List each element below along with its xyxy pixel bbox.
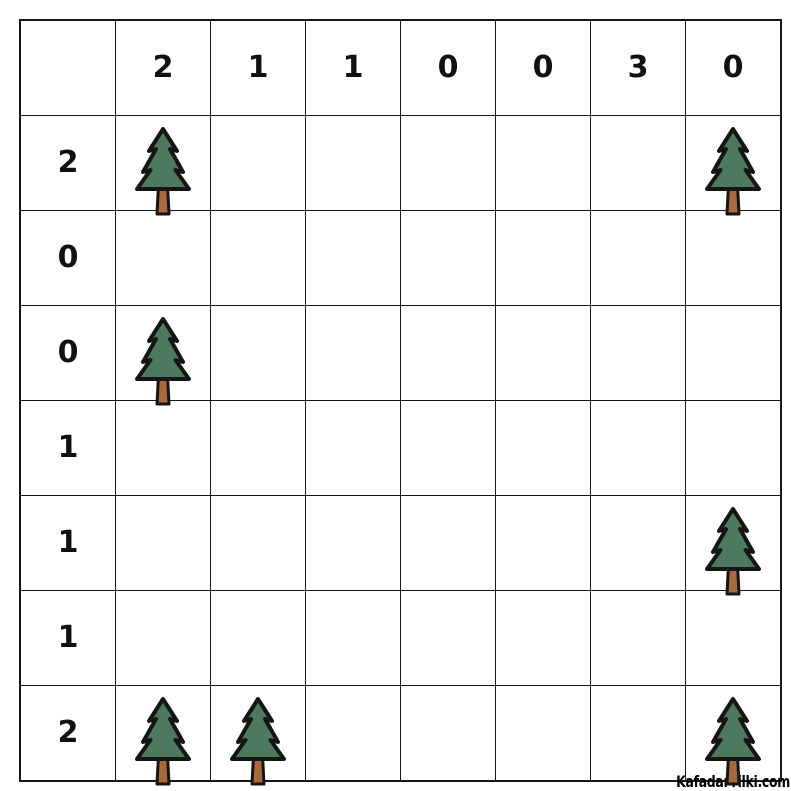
grid-cell-r5-c1[interactable] (115, 495, 211, 591)
col-clue-4: 0 (400, 19, 496, 116)
pine-tree-icon (230, 697, 286, 786)
row-clue-2: 0 (19, 210, 116, 306)
grid-cell-r6-c1[interactable] (115, 590, 211, 686)
pine-tree-icon (705, 127, 761, 216)
grid-cell-r4-c2[interactable] (210, 400, 306, 496)
col-clue-7: 0 (685, 19, 782, 116)
grid-cell-r6-c3[interactable] (305, 590, 401, 686)
grid-cell-r3-c7[interactable] (685, 305, 782, 401)
grid-cell-r6-c6[interactable] (590, 590, 686, 686)
grid-cell-r7-c1 (115, 685, 211, 786)
grid-cell-r6-c4[interactable] (400, 590, 496, 686)
grid-cell-r4-c4[interactable] (400, 400, 496, 496)
grid-cell-r3-c4[interactable] (400, 305, 496, 401)
grid-cell-r6-c2[interactable] (210, 590, 306, 686)
grid-cell-r5-c4[interactable] (400, 495, 496, 591)
grid-cell-r4-c5[interactable] (495, 400, 591, 496)
grid-cell-r1-c7 (685, 115, 782, 216)
grid-cell-r5-c2[interactable] (210, 495, 306, 591)
tree-canopy (705, 697, 761, 761)
row-clue-5: 1 (19, 495, 116, 591)
row-clue-4: 1 (19, 400, 116, 496)
grid-cell-r4-c7[interactable] (685, 400, 782, 496)
row-clue-6: 1 (19, 590, 116, 686)
grid-cell-r7-c2 (210, 685, 306, 786)
pine-tree-icon (135, 697, 191, 786)
row-clue-7: 2 (19, 685, 116, 782)
grid-cell-r3-c3[interactable] (305, 305, 401, 401)
grid-cell-r1-c4[interactable] (400, 115, 496, 211)
tree-canopy (135, 317, 191, 381)
grid-cell-r5-c5[interactable] (495, 495, 591, 591)
grid-cell-r5-c6[interactable] (590, 495, 686, 591)
grid-cell-r4-c6[interactable] (590, 400, 686, 496)
grid-cell-r3-c1 (115, 305, 211, 406)
grid-row-7: 2 (19, 685, 782, 786)
grid-cell-r4-c1[interactable] (115, 400, 211, 496)
grid-cell-r6-c5[interactable] (495, 590, 591, 686)
grid-row-6: 1 (19, 590, 782, 686)
tree-canopy (135, 127, 191, 191)
grid-row-4: 1 (19, 400, 782, 496)
tree-trunk (250, 753, 266, 786)
grid-row-1: 2 (19, 115, 782, 216)
grid-cell-r1-c3[interactable] (305, 115, 401, 211)
col-clue-5: 0 (495, 19, 591, 116)
grid-cell-r7-c4[interactable] (400, 685, 496, 782)
grid-cell-r7-c3[interactable] (305, 685, 401, 782)
grid-cell-r1-c2[interactable] (210, 115, 306, 211)
grid-cell-r2-c4[interactable] (400, 210, 496, 306)
grid-cell-r6-c7[interactable] (685, 590, 782, 686)
grid-cell-r1-c6[interactable] (590, 115, 686, 211)
grid-row-5: 1 (19, 495, 782, 596)
grid-cell-r3-c2[interactable] (210, 305, 306, 401)
tree-canopy (230, 697, 286, 761)
grid-cell-r7-c5[interactable] (495, 685, 591, 782)
grid-cell-r4-c3[interactable] (305, 400, 401, 496)
grid-cell-r2-c2[interactable] (210, 210, 306, 306)
row-clue-3: 0 (19, 305, 116, 401)
tree-canopy (705, 507, 761, 571)
pine-tree-icon (135, 317, 191, 406)
corner-cell (19, 19, 116, 116)
grid-cell-r5-c7 (685, 495, 782, 596)
grid-cell-r7-c7 (685, 685, 782, 786)
pine-tree-icon (135, 127, 191, 216)
grid-cell-r7-c6[interactable] (590, 685, 686, 782)
grid-cell-r3-c5[interactable] (495, 305, 591, 401)
watermark: KafadarTilki.com (676, 772, 790, 791)
tree-canopy (705, 127, 761, 191)
pine-tree-icon (705, 507, 761, 596)
grid-row-3: 0 (19, 305, 782, 406)
col-clue-1: 2 (115, 19, 211, 116)
col-clue-2: 1 (210, 19, 306, 116)
grid-cell-r1-c1 (115, 115, 211, 216)
grid-row-2: 0 (19, 210, 782, 306)
grid-cell-r5-c3[interactable] (305, 495, 401, 591)
grid-cell-r2-c3[interactable] (305, 210, 401, 306)
grid-cell-r2-c6[interactable] (590, 210, 686, 306)
grid-cell-r2-c1[interactable] (115, 210, 211, 306)
grid-cell-r2-c7[interactable] (685, 210, 782, 306)
tree-canopy (135, 697, 191, 761)
col-clue-6: 3 (590, 19, 686, 116)
grid-cell-r1-c5[interactable] (495, 115, 591, 211)
row-clue-1: 2 (19, 115, 116, 211)
col-clue-3: 1 (305, 19, 401, 116)
grid-cell-r3-c6[interactable] (590, 305, 686, 401)
grid-cell-r2-c5[interactable] (495, 210, 591, 306)
tree-trunk (155, 753, 171, 786)
